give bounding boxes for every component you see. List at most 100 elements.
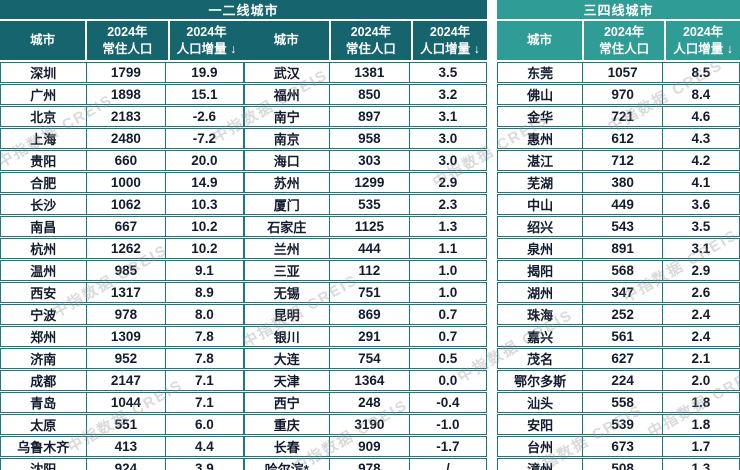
- population-cell: 1299: [329, 173, 409, 192]
- increase-column-sort-header[interactable]: 2024年 人口增量 ↓: [169, 21, 244, 60]
- increase-cell: 1.1: [408, 239, 486, 258]
- city-cell: 深圳: [30, 66, 57, 81]
- increase-cell: 0.5: [408, 349, 486, 368]
- increase-column-sort-header[interactable]: 2024年 人口增量 ↓: [666, 21, 740, 60]
- subtable-b-rows: 武汉 1381 3.5 福州 850 3.2 南宁 897 3.1 南京 958 3.0 海口 303 3.…: [243, 62, 487, 470]
- city-cell: 东莞: [527, 66, 554, 81]
- population-column-header: 2024年 常住人口: [584, 21, 665, 60]
- table-row: 深圳 1799 19.9: [0, 62, 244, 83]
- table-row: 西安 1317 8.9: [0, 282, 244, 303]
- city-cell: 银川: [273, 330, 300, 345]
- table-row: 揭阳 568 2.9: [497, 260, 740, 281]
- city-cell: 湛江: [527, 154, 554, 169]
- increase-cell: 3.1: [408, 107, 486, 126]
- increase-cell: 9.1: [165, 261, 242, 280]
- city-cell: 台州: [527, 440, 554, 455]
- population-cell: 1125: [329, 217, 409, 236]
- population-cell: 978: [329, 459, 409, 470]
- increase-cell: 19.9: [165, 63, 242, 82]
- population-cell: 248: [329, 393, 409, 412]
- city-cell: 泉州: [527, 242, 554, 257]
- population-cell: 3190: [329, 415, 409, 434]
- city-cell: 海口: [273, 154, 300, 169]
- table-row: 南昌 667 10.2: [0, 216, 244, 237]
- increase-cell: 7.1: [165, 371, 242, 390]
- city-cell: 长春: [273, 440, 300, 455]
- city-cell: 鄂尔多斯: [514, 374, 567, 389]
- city-cell: 安阳: [527, 418, 554, 433]
- table-row: 温州 985 9.1: [0, 260, 244, 281]
- population-cell: 952: [85, 349, 166, 368]
- table-row: 青岛 1044 7.1: [0, 392, 244, 413]
- city-cell: 合肥: [30, 176, 57, 191]
- table-row: 苏州 1299 2.9: [243, 172, 487, 193]
- increase-column-sort-header[interactable]: 2024年 人口增量 ↓: [413, 21, 487, 60]
- table-row: 沈阳 924 3.9: [0, 458, 244, 470]
- population-cell: 978: [85, 305, 166, 324]
- city-cell: 兰州: [273, 242, 300, 257]
- city-cell: 贵阳: [30, 154, 57, 169]
- city-cell: 嘉兴: [527, 330, 554, 345]
- city-cell: 郑州: [30, 330, 57, 345]
- increase-cell: 8.5: [661, 63, 739, 82]
- city-cell: 南昌: [30, 220, 57, 235]
- table-row: 金华 721 4.6: [497, 106, 740, 127]
- city-cell: 南宁: [273, 110, 300, 125]
- city-cell: 天津: [273, 374, 300, 389]
- population-cell: 252: [582, 305, 662, 324]
- city-column-header: 城市: [243, 21, 329, 60]
- increase-cell: 2.9: [408, 173, 486, 192]
- increase-cell: 2.4: [661, 327, 739, 346]
- increase-cell: 8.0: [165, 305, 242, 324]
- city-cell: 南京: [273, 132, 300, 147]
- population-cell: 112: [329, 261, 409, 280]
- population-cell: 924: [85, 459, 166, 470]
- table-row: 东莞 1057 8.5: [497, 62, 740, 83]
- table-row: 宁波 978 8.0: [0, 304, 244, 325]
- increase-cell: 10.2: [165, 217, 242, 236]
- increase-cell: 0.7: [408, 305, 486, 324]
- population-cell: 897: [329, 107, 409, 126]
- table-row: 惠州 612 4.3: [497, 128, 740, 149]
- population-cell: 712: [582, 151, 662, 170]
- increase-cell: -2.6: [165, 107, 242, 126]
- population-cell: 2183: [85, 107, 166, 126]
- increase-cell: 1.3: [408, 217, 486, 236]
- table-row: 乌鲁木齐 413 4.4: [0, 436, 244, 457]
- population-cell: 660: [85, 151, 166, 170]
- table-row: 佛山 970 8.4: [497, 84, 740, 105]
- city-cell: 太原: [30, 418, 57, 433]
- table-row: 大连 754 0.5: [243, 348, 487, 369]
- city-cell: 乌鲁木齐: [17, 440, 70, 455]
- city-cell: 宁波: [30, 308, 57, 323]
- city-cell: 金华: [527, 110, 554, 125]
- population-cell: 543: [582, 217, 662, 236]
- population-cell: 673: [582, 437, 662, 456]
- city-column-header: 城市: [497, 21, 583, 60]
- subtable-c-rows: 东莞 1057 8.5 佛山 970 8.4 金华 721 4.6 惠州 612 4.3 湛江 712 4.…: [497, 62, 740, 470]
- population-cell: 444: [329, 239, 409, 258]
- table-row: 无锡 751 1.0: [243, 282, 487, 303]
- population-cell: 612: [582, 129, 662, 148]
- city-cell: 杭州: [30, 242, 57, 257]
- table-row: 南京 958 3.0: [243, 128, 487, 149]
- population-cell: 291: [329, 327, 409, 346]
- city-cell: 大连: [273, 352, 300, 367]
- city-cell: 长沙: [30, 198, 57, 213]
- population-cell: 1898: [85, 85, 166, 104]
- increase-cell: 3.0: [408, 129, 486, 148]
- increase-cell: 4.3: [661, 129, 739, 148]
- increase-cell: 2.3: [408, 195, 486, 214]
- population-cell: 1309: [85, 327, 166, 346]
- table-row: 泉州 891 3.1: [497, 238, 740, 259]
- table-row: 汕头 558 1.8: [497, 392, 740, 413]
- increase-cell: -7.2: [165, 129, 242, 148]
- table-row: 三亚 112 1.0: [243, 260, 487, 281]
- increase-cell: /: [408, 459, 486, 470]
- table-row: 南宁 897 3.1: [243, 106, 487, 127]
- population-cell: 958: [329, 129, 409, 148]
- city-cell: 西宁: [273, 396, 300, 411]
- population-cell: 561: [582, 327, 662, 346]
